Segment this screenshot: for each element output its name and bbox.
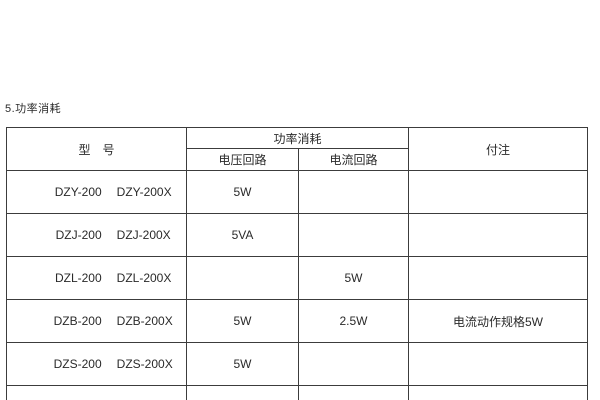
header-note: 付注 bbox=[408, 127, 589, 171]
voltage-cell: 5W bbox=[186, 170, 299, 214]
table-row: DZK-200DZK-200X 8W 2.5W 包括外附电阻 bbox=[6, 385, 589, 400]
model-pair: DZB-200 DZB-200X bbox=[54, 314, 173, 328]
header-voltage-circuit: 电压回路 bbox=[186, 148, 299, 171]
note-cell bbox=[408, 342, 589, 386]
model-cell: DZS-200 DZS-200X bbox=[6, 342, 187, 386]
current-cell bbox=[297, 170, 410, 214]
note-cell bbox=[408, 170, 589, 214]
voltage-cell: 5W bbox=[186, 299, 299, 343]
header-power-group: 功率消耗 bbox=[185, 127, 410, 149]
header-model: 型 号 bbox=[6, 127, 187, 171]
table-row: DZS-200 DZS-200X 5W bbox=[6, 342, 589, 386]
model-name-x: DZL-200X bbox=[116, 271, 172, 285]
power-consumption-table: 型 号 功率消耗 付注 电压回路 电流回路 DZY-200 DZY-200X 5W… bbox=[6, 127, 589, 400]
current-cell bbox=[297, 342, 410, 386]
model-name: DZB-200 bbox=[53, 314, 102, 328]
note-cell: 包括外附电阻 bbox=[408, 385, 589, 400]
model-name-x: DZJ-200X bbox=[116, 228, 171, 242]
voltage-cell bbox=[186, 256, 299, 300]
voltage-cell: 5VA bbox=[186, 213, 299, 257]
note-cell: 电流动作规格5W bbox=[408, 299, 589, 343]
model-name: DZS-200 bbox=[53, 357, 102, 371]
table-row: DZY-200 DZY-200X 5W bbox=[6, 170, 589, 214]
model-pair: DZY-200 DZY-200X bbox=[55, 185, 172, 199]
section-title: 5.功率消耗 bbox=[5, 103, 62, 115]
model-name-x: DZB-200X bbox=[116, 314, 173, 328]
current-cell: 2.5W bbox=[297, 385, 410, 400]
note-cell bbox=[408, 213, 589, 257]
model-name: DZY-200 bbox=[54, 185, 102, 199]
voltage-cell: 5W bbox=[186, 342, 299, 386]
model-name: DZL-200 bbox=[54, 271, 102, 285]
current-cell bbox=[297, 213, 410, 257]
model-cell: DZY-200 DZY-200X bbox=[6, 170, 187, 214]
model-pair: DZL-200 DZL-200X bbox=[55, 271, 171, 285]
current-cell: 2.5W bbox=[297, 299, 410, 343]
model-name-x: DZY-200X bbox=[116, 185, 172, 199]
model-name: DZJ-200 bbox=[55, 228, 102, 242]
table-row: DZJ-200 DZJ-200X 5VA bbox=[6, 213, 589, 257]
table-row: DZL-200 DZL-200X 5W bbox=[6, 256, 589, 300]
header-current-circuit: 电流回路 bbox=[297, 148, 410, 171]
model-cell: DZJ-200 DZJ-200X bbox=[6, 213, 187, 257]
model-cell: DZK-200DZK-200X bbox=[6, 385, 187, 400]
voltage-cell: 8W bbox=[186, 385, 299, 400]
model-cell: DZB-200 DZB-200X bbox=[6, 299, 187, 343]
header-row-top: 型 号 功率消耗 付注 bbox=[6, 127, 589, 171]
model-pair: DZJ-200 DZJ-200X bbox=[56, 228, 171, 242]
current-cell: 5W bbox=[297, 256, 410, 300]
model-pair: DZS-200 DZS-200X bbox=[54, 357, 173, 371]
model-name-x: DZS-200X bbox=[116, 357, 173, 371]
note-cell bbox=[408, 256, 589, 300]
table-row: DZB-200 DZB-200X 5W 2.5W 电流动作规格5W bbox=[6, 299, 589, 343]
model-cell: DZL-200 DZL-200X bbox=[6, 256, 187, 300]
